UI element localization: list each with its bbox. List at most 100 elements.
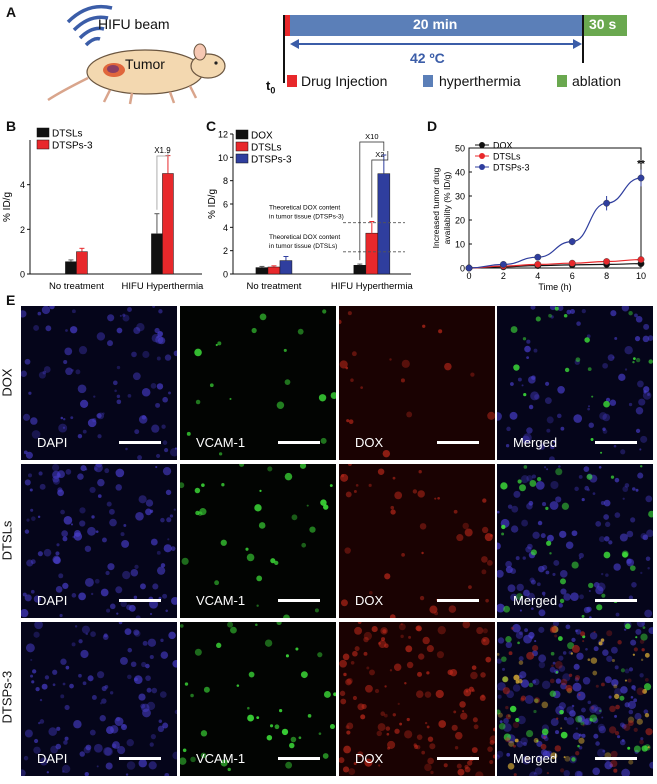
legend-marker-dtsls — [479, 153, 485, 159]
chart-c: 0 2 4 6 8 10 12 % ID/g No treatment HIFU Hyperthe… — [207, 129, 414, 293]
bar-dox — [353, 265, 367, 275]
ablation-time-label: 30 s — [589, 16, 617, 32]
data-point-dtsls — [568, 259, 576, 267]
x-tick-label: 2 — [501, 271, 506, 281]
duration-label: 20 min — [413, 16, 458, 32]
micrograph-dtsls-dapi: DAPI — [21, 464, 177, 618]
legend-swatch-dox — [235, 129, 249, 140]
micrograph-texture — [497, 465, 653, 618]
data-point-dtsls — [603, 258, 611, 265]
data-point-dtsps-3 — [568, 238, 576, 246]
x-tick-label: 8 — [604, 271, 609, 281]
chart-b: 0 2 4 % ID/g No treatment HIFU Hyperthermia DT… — [2, 127, 205, 292]
legend-swatch-dtsls — [36, 127, 50, 138]
scale-bar — [119, 441, 161, 444]
legend-label-dtsls: DTSLs — [493, 152, 521, 162]
legend-label-dox: DOX — [251, 131, 273, 142]
y-tick-label: 8 — [223, 176, 228, 186]
theoretical-note-line2: in tumor tissue (DTSLs) — [269, 243, 337, 250]
micrograph-dtsps-3-vcam-1: VCAM-1 — [180, 622, 336, 776]
micrograph-dox-merged: Merged — [497, 306, 653, 460]
significance-label: ** — [637, 159, 645, 170]
scale-bar — [595, 599, 637, 602]
y-tick-label: 4 — [20, 180, 25, 190]
channel-label: DAPI — [37, 751, 68, 766]
chart-d: 0 10 20 30 40 50 0 2 4 6 8 10 Time (h) Increased tumo… — [431, 141, 646, 293]
scale-bar — [437, 599, 479, 602]
row-label-dtsps-3: DTSPs-3 — [0, 670, 15, 724]
legend-ablation-swatch — [557, 75, 567, 87]
legend-label-dtsls: DTSLs — [52, 129, 83, 140]
x-tick-label: HIFU Hyperthermia — [122, 281, 205, 292]
t0-label: t0 — [266, 78, 276, 96]
channel-label: DAPI — [37, 435, 68, 450]
channel-label: Merged — [513, 435, 558, 450]
x-tick-label: HIFU Hyperthermia — [331, 281, 414, 292]
x-tick-label: 0 — [466, 271, 471, 281]
temperature-label: 42 ºC — [410, 50, 445, 66]
channel-label: DAPI — [37, 593, 68, 608]
micrograph-dtsls-dox: DOX — [339, 464, 495, 618]
micrograph-texture — [497, 306, 653, 460]
micrograph-texture — [497, 622, 653, 776]
theoretical-note-line1: Theoretical DOX content — [269, 205, 340, 212]
y-tick-label: 2 — [20, 225, 25, 235]
panel-c-letter: C — [206, 118, 217, 134]
data-point-dtsps-3 — [500, 260, 507, 268]
hifu-beam-label: HIFU beam — [98, 16, 170, 32]
y-tick-label: 30 — [455, 192, 465, 202]
channel-label: VCAM-1 — [196, 435, 246, 450]
channel-label: DOX — [355, 435, 384, 450]
legend-swatch-dtsps-3 — [36, 139, 50, 150]
y-tick-label: 0 — [223, 270, 228, 280]
y-tick-label: 50 — [455, 144, 465, 154]
y-tick-label: 2 — [223, 246, 228, 256]
channel-label: DOX — [355, 751, 384, 766]
data-point-dtsps-3 — [637, 174, 645, 182]
fold-label-x10: X10 — [365, 132, 378, 141]
fold-label-x2: X2 — [375, 150, 384, 159]
temperature-arrow — [290, 39, 582, 49]
legend-label-dtsps-3: DTSPs-3 — [493, 163, 530, 173]
series-line-dtsls — [468, 259, 642, 269]
bar-dtsls — [151, 233, 163, 275]
series-line-dox — [468, 263, 642, 269]
hyperthermia-block — [290, 15, 583, 36]
micrograph-texture — [21, 306, 177, 460]
legend-label-dtsps-3: DTSPs-3 — [52, 141, 93, 152]
legend-hyper-swatch — [423, 75, 433, 87]
bar-dox — [255, 267, 269, 275]
legend-hyper-label: hyperthermia — [439, 73, 521, 89]
micrograph-dtsps-3-dapi: DAPI — [21, 622, 177, 776]
panel-b-letter: B — [6, 118, 17, 134]
data-point-dtsls — [637, 256, 645, 264]
y-tick-label: 10 — [218, 153, 228, 163]
panel-d-letter: D — [427, 118, 438, 134]
legend-marker-dtsps-3 — [479, 164, 485, 170]
legend-drug-label: Drug Injection — [301, 73, 388, 89]
bar-dtsls — [267, 266, 281, 275]
channel-label: DOX — [355, 593, 384, 608]
timeline-end-line — [582, 15, 584, 63]
bar-dtsps-3 — [279, 260, 293, 275]
legend-swatch-dtsps-3 — [235, 153, 249, 164]
y-tick-label: 6 — [223, 200, 228, 210]
bar-dtsps-3 — [162, 173, 174, 275]
channel-label: Merged — [513, 593, 558, 608]
bar-dtsls — [65, 261, 77, 275]
data-point-dtsps-3 — [465, 264, 473, 272]
fold-bracket — [156, 151, 169, 210]
x-tick-label: No treatment — [49, 281, 104, 292]
legend-label-dox: DOX — [493, 141, 513, 151]
scale-bar — [119, 757, 161, 760]
y-tick-label: 4 — [223, 223, 228, 233]
micrograph-dtsps-3-dox: DOX — [339, 622, 495, 776]
y-tick-label: 40 — [455, 168, 465, 178]
micrograph-texture — [180, 622, 336, 772]
bar-dtsps-3 — [377, 173, 391, 275]
x-tick-label: 6 — [570, 271, 575, 281]
mouse-illustration — [47, 4, 226, 105]
micrograph-texture — [180, 464, 333, 618]
x-tick-label: 10 — [636, 271, 646, 281]
y-tick-label: 12 — [218, 130, 228, 140]
